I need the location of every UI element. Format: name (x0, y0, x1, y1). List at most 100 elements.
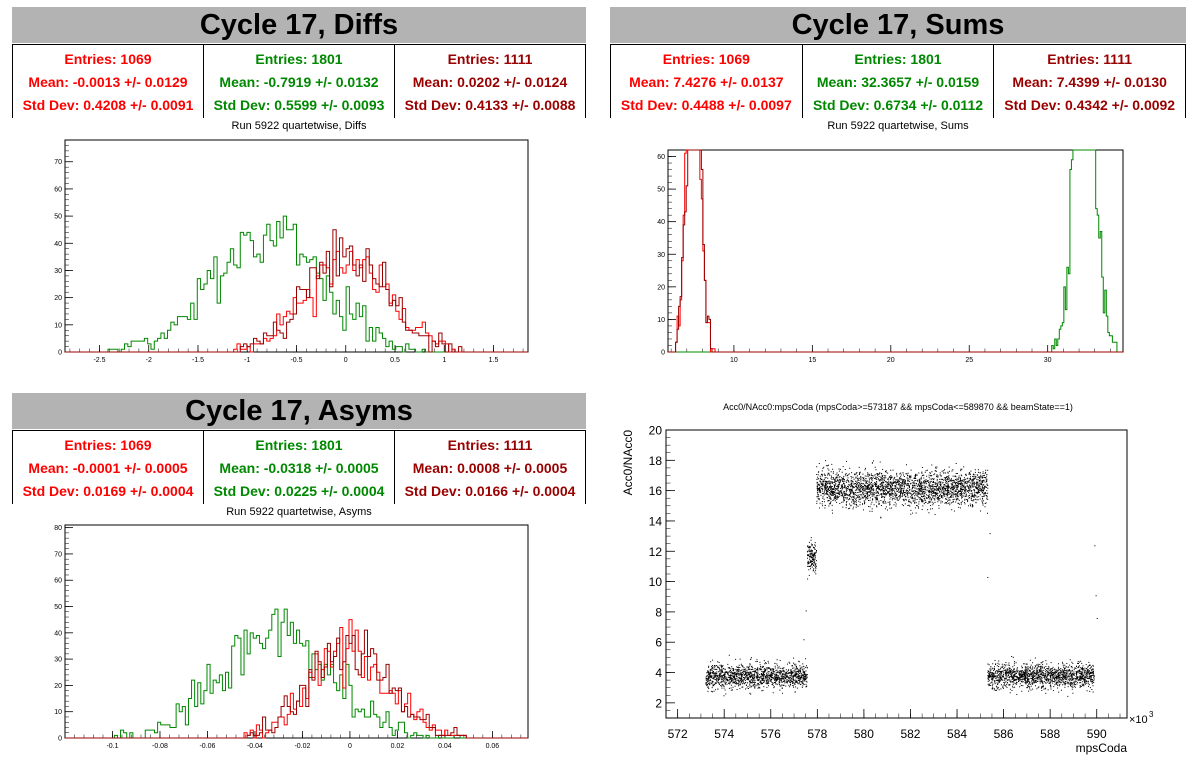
stats-col-green: Entries: 1801 Mean: -0.7919 +/- 0.0132 S… (204, 45, 395, 118)
histogram-series (65, 229, 528, 353)
histogram-series (668, 149, 1123, 353)
asyms-histogram: 0 10 20 30 40 50 60 70 80 -0.1 -0.08 -0.06 -0.04 -0.0… (54, 524, 529, 750)
y-tick-label: 70 (54, 159, 62, 166)
stats-col-darkred: Entries: 1111 Mean: 0.0008 +/- 0.0005 St… (395, 431, 585, 504)
y-tick-label: 20 (649, 424, 663, 438)
stats-mean: Mean: 7.4276 +/- 0.0137 (629, 73, 784, 90)
x-tick-label: 0.5 (390, 357, 400, 364)
y-tick-label: 30 (54, 268, 62, 275)
stats-mean: Mean: -0.0001 +/- 0.0005 (28, 459, 188, 476)
y-tick-label: 14 (649, 514, 663, 528)
histogram-series (65, 629, 528, 739)
stats-entries: Entries: 1069 (64, 436, 152, 453)
x-axis-label: mpsCoda (1076, 741, 1128, 755)
stats-mean: Mean: -0.0318 +/- 0.0005 (219, 459, 379, 476)
stats-mean: Mean: 32.3657 +/- 0.0159 (816, 73, 980, 90)
x-tick-label: 0.02 (391, 743, 405, 750)
x-tick-label: 0 (344, 357, 348, 364)
y-tick-label: 12 (649, 545, 663, 559)
stats-entries: Entries: 1111 (447, 50, 533, 67)
x-tick-label: 572 (668, 727, 688, 741)
x-tick-label: 580 (854, 727, 874, 741)
y-tick-label: 0 (58, 350, 62, 357)
x-multiplier-label: ×10 (1129, 714, 1148, 726)
x-tick-label: -0.08 (152, 743, 168, 750)
x-tick-label: 574 (714, 727, 734, 741)
y-tick-label: 50 (54, 604, 62, 611)
stats-std: Std Dev: 0.6734 +/- 0.0112 (812, 96, 984, 113)
y-tick-label: 40 (54, 241, 62, 248)
y-tick-label: 30 (54, 657, 62, 664)
x-tick-label: 590 (1087, 727, 1107, 741)
x-tick-label: 0 (348, 743, 352, 750)
x-tick-label: 15 (808, 357, 816, 364)
y-tick-label: 20 (657, 284, 665, 291)
y-tick-label: 60 (54, 186, 62, 193)
x-tick-label: 20 (887, 357, 895, 364)
scatter-plot: 2 4 6 8 10 12 14 16 18 20 572 574 576 578 580 582 584 586… (621, 424, 1154, 756)
stats-mean: Mean: 0.0008 +/- 0.0005 (412, 459, 568, 476)
asyms-subtitle: Run 5922 quartetwise, Asyms (226, 506, 372, 518)
y-tick-label: 2 (655, 696, 662, 710)
y-tick-label: 80 (54, 525, 62, 532)
y-tick-label: 20 (54, 295, 62, 302)
stats-entries: Entries: 1069 (64, 50, 152, 67)
sums-stats-box: Entries: 1069 Mean: 7.4276 +/- 0.0137 St… (610, 45, 1186, 118)
x-tick-label: 588 (1040, 727, 1060, 741)
x-tick-label: 30 (1044, 357, 1052, 364)
y-tick-label: 50 (54, 214, 62, 221)
x-tick-label: -0.5 (290, 357, 302, 364)
y-tick-label: 16 (649, 484, 663, 498)
stats-mean: Mean: 0.0202 +/- 0.0124 (412, 73, 568, 90)
y-tick-label: 4 (655, 666, 662, 680)
stats-entries: Entries: 1801 (854, 50, 942, 67)
stats-col-red: Entries: 1069 Mean: -0.0013 +/- 0.0129 S… (13, 45, 204, 118)
x-tick-label: -0.1 (106, 743, 118, 750)
y-tick-label: 70 (54, 551, 62, 558)
x-tick-label: -1 (244, 357, 250, 364)
diffs-title: Cycle 17, Diffs (12, 7, 586, 43)
asyms-title: Cycle 17, Asyms (12, 393, 586, 429)
stats-entries: Entries: 1801 (255, 436, 343, 453)
y-tick-label: 18 (649, 454, 663, 468)
x-tick-label: -0.02 (294, 743, 310, 750)
stats-entries: Entries: 1111 (1047, 50, 1133, 67)
stats-std: Std Dev: 0.0169 +/- 0.0004 (22, 482, 194, 499)
stats-entries: Entries: 1069 (662, 50, 750, 67)
x-tick-label: 25 (965, 357, 973, 364)
scatter-dots (705, 460, 1098, 697)
x-multiplier-exponent: 3 (1149, 710, 1154, 719)
y-tick-label: 10 (54, 322, 62, 329)
scatter-points (705, 460, 1098, 697)
stats-col-darkred: Entries: 1111 Mean: 7.4399 +/- 0.0130 St… (994, 45, 1185, 118)
asyms-stats-box: Entries: 1069 Mean: -0.0001 +/- 0.0005 S… (12, 431, 586, 504)
x-tick-label: 586 (994, 727, 1014, 741)
x-tick-label: 576 (761, 727, 781, 741)
x-tick-label: 0.04 (438, 743, 452, 750)
y-tick-label: 6 (655, 636, 662, 650)
stats-entries: Entries: 1111 (447, 436, 533, 453)
y-tick-label: 40 (54, 630, 62, 637)
x-tick-label: 584 (947, 727, 967, 741)
y-tick-label: 30 (657, 252, 665, 259)
y-tick-label: 60 (54, 578, 62, 585)
stats-mean: Mean: -0.7919 +/- 0.0132 (219, 73, 379, 90)
y-tick-label: 20 (54, 683, 62, 690)
sums-title: Cycle 17, Sums (610, 7, 1186, 43)
stats-std: Std Dev: 0.4208 +/- 0.0091 (22, 96, 194, 113)
x-tick-label: -0.04 (247, 743, 263, 750)
stats-col-green: Entries: 1801 Mean: 32.3657 +/- 0.0159 S… (803, 45, 995, 118)
stats-mean: Mean: 7.4399 +/- 0.0130 (1012, 73, 1167, 90)
y-tick-label: 10 (657, 317, 665, 324)
x-tick-label: 578 (807, 727, 827, 741)
x-tick-label: 1 (442, 357, 446, 364)
scatter-title: Acc0/NAcc0:mpsCoda (mpsCoda>=573187 && m… (723, 402, 1073, 412)
sums-histogram: 0 10 20 30 40 50 60 10 15 20 25 30 (657, 149, 1124, 364)
stats-std: Std Dev: 0.4342 +/- 0.0092 (1004, 96, 1176, 113)
stats-std: Std Dev: 0.5599 +/- 0.0093 (213, 96, 385, 113)
x-tick-label: -1.5 (192, 357, 204, 364)
stats-col-darkred: Entries: 1111 Mean: 0.0202 +/- 0.0124 St… (395, 45, 585, 118)
stats-col-red: Entries: 1069 Mean: -0.0001 +/- 0.0005 S… (13, 431, 204, 504)
plot-frame (667, 149, 1124, 353)
stats-col-green: Entries: 1801 Mean: -0.0318 +/- 0.0005 S… (204, 431, 395, 504)
